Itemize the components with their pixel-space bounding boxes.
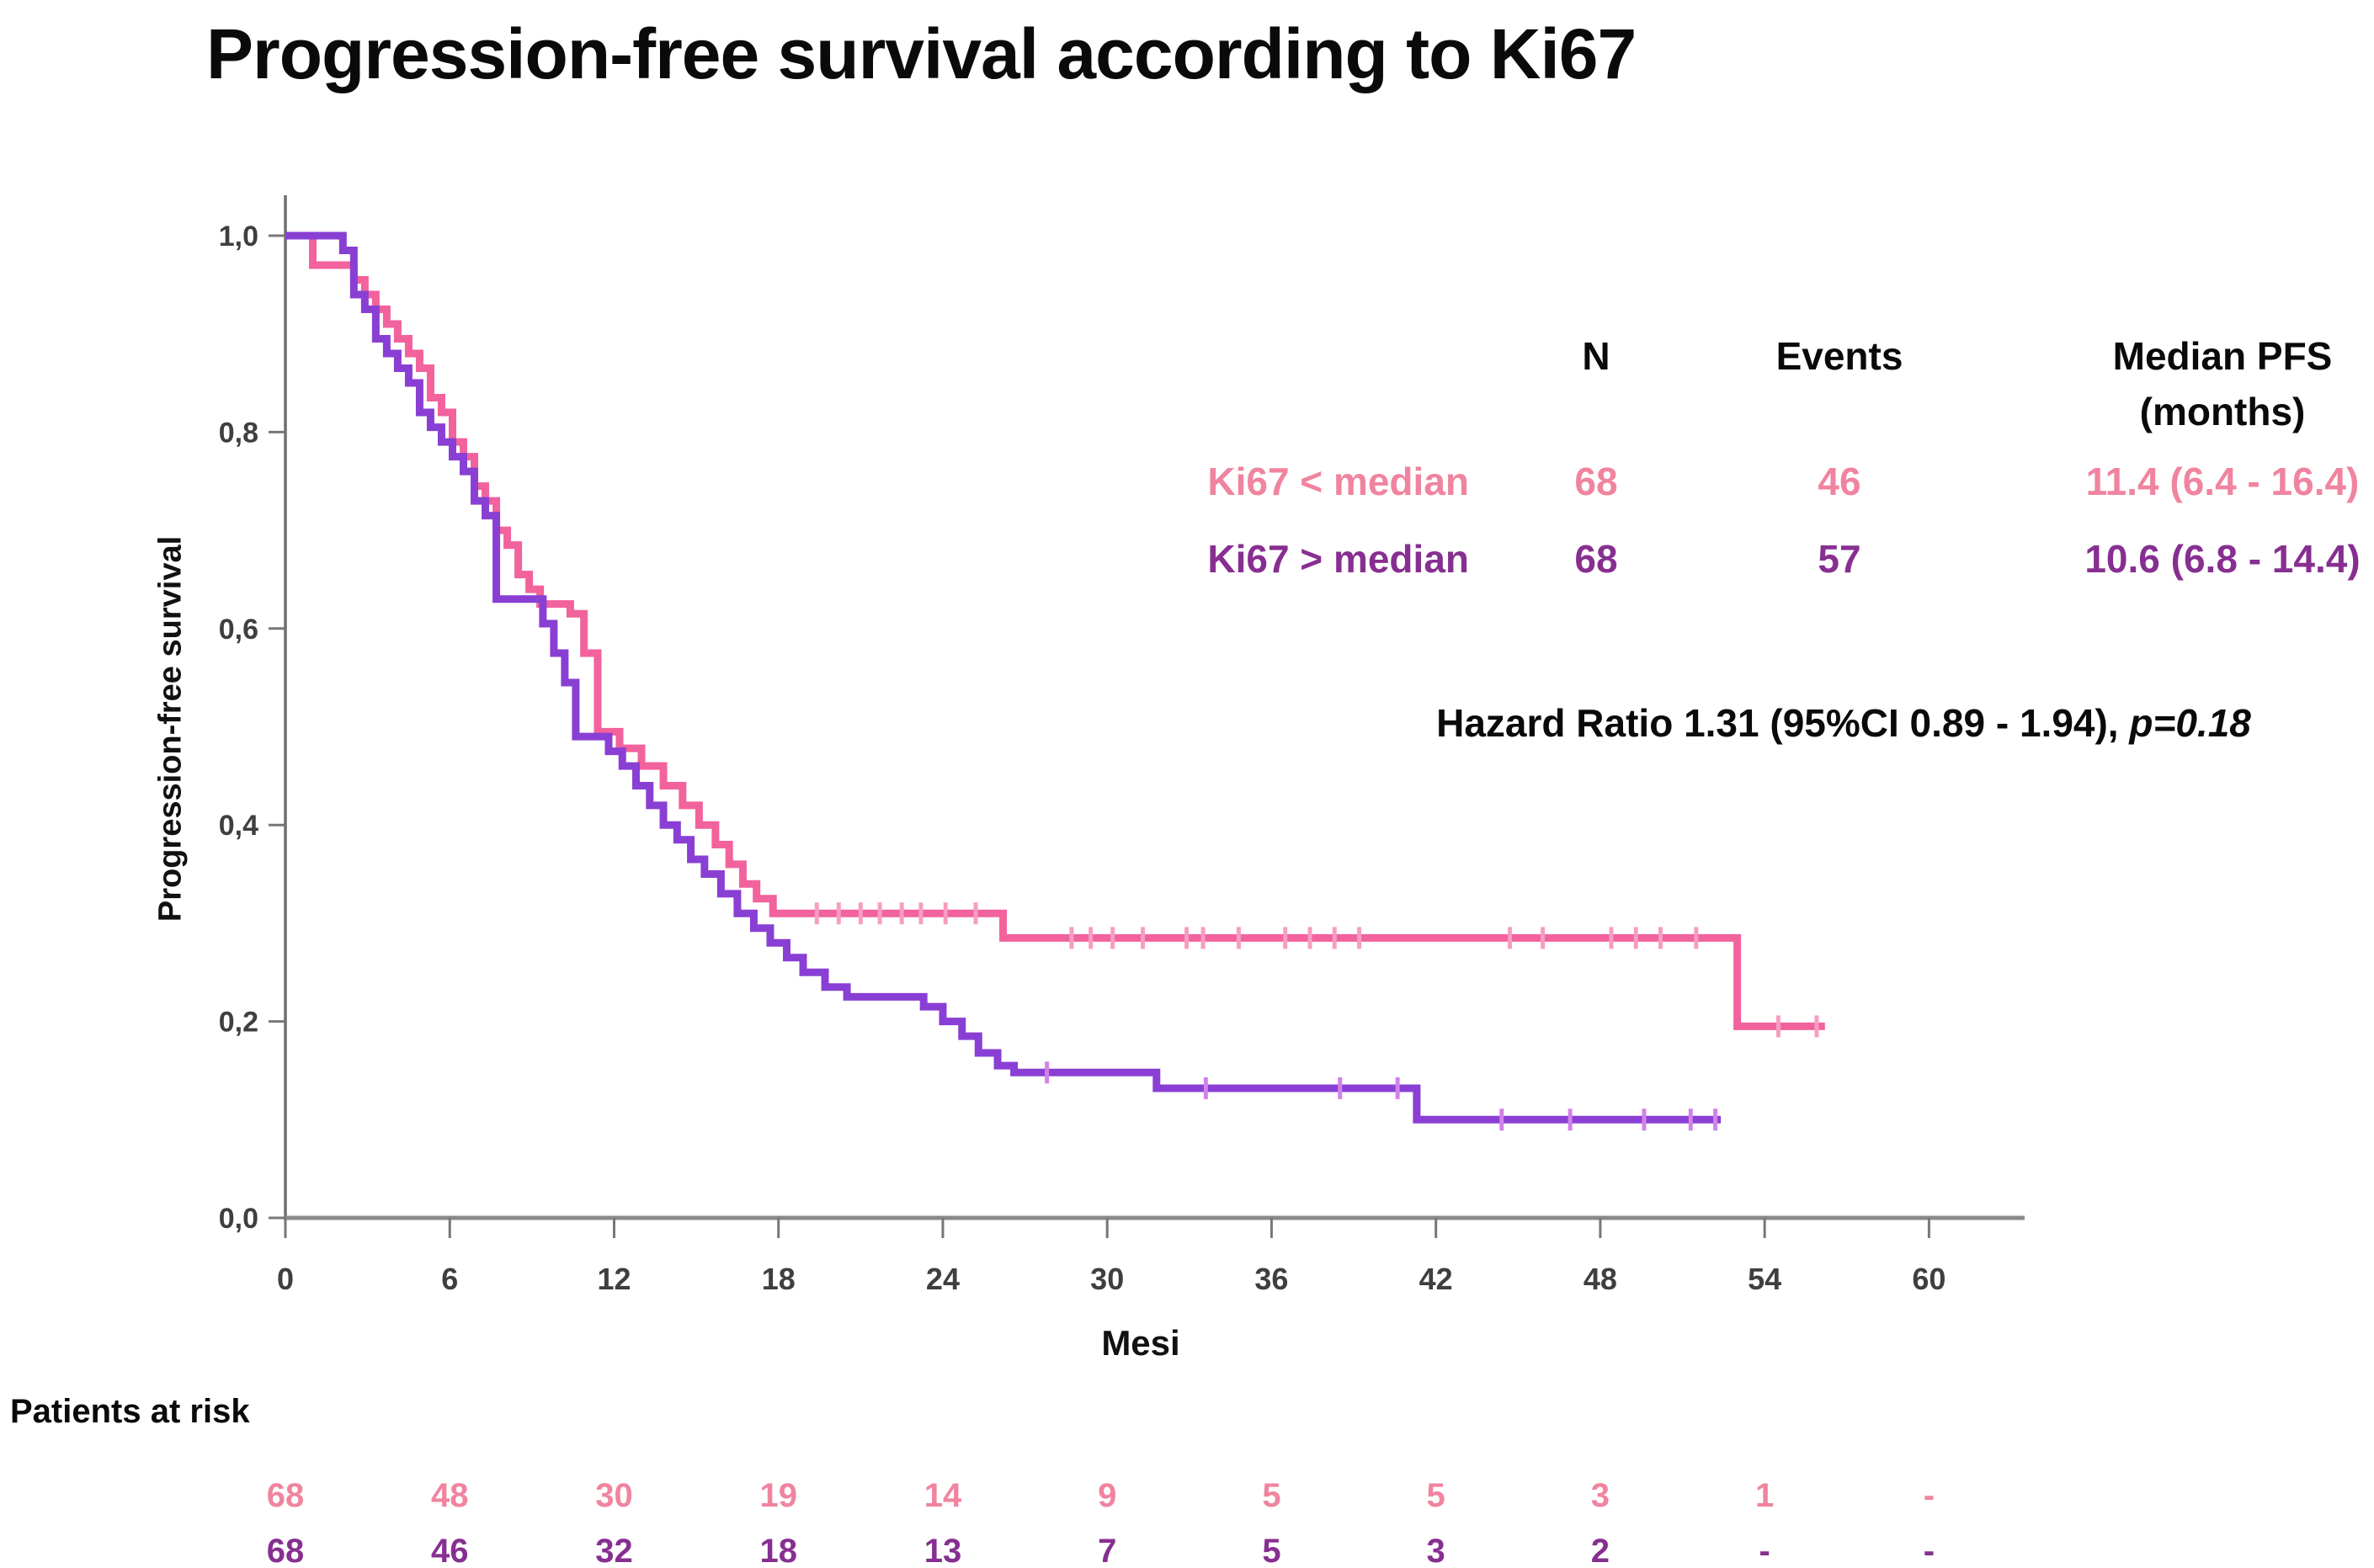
risk-value: 30	[595, 1477, 633, 1514]
patients-at-risk-label: Patients at risk	[10, 1393, 250, 1430]
risk-value: 46	[431, 1533, 469, 1568]
legend-header-n: N	[1582, 334, 1610, 378]
x-tick-label: 60	[1912, 1262, 1946, 1296]
legend-row-n: 68	[1574, 460, 1618, 503]
risk-value: 19	[759, 1477, 797, 1514]
y-tick-label: 0,2	[219, 1007, 258, 1039]
risk-value: -	[1759, 1533, 1770, 1568]
x-tick-label: 6	[441, 1262, 458, 1296]
legend-row-n: 68	[1574, 537, 1618, 581]
y-tick-label: 0,4	[219, 810, 258, 842]
risk-value: 18	[759, 1533, 797, 1568]
risk-value: 9	[1098, 1477, 1116, 1514]
legend-header-median-line2: (months)	[2139, 390, 2306, 433]
p-value-text: p=0.18	[2129, 701, 2251, 745]
legend-row-label-ki67-lt-median: Ki67 < median	[1207, 460, 1469, 503]
risk-value: 5	[1262, 1533, 1280, 1568]
x-tick-label: 12	[597, 1262, 631, 1296]
x-tick-label: 42	[1419, 1262, 1453, 1296]
y-tick-label: 0,0	[219, 1203, 258, 1235]
risk-value: 13	[924, 1533, 962, 1568]
risk-value: 32	[595, 1533, 633, 1568]
legend-row-median-pfs: 10.6 (6.8 - 14.4)	[2084, 537, 2361, 581]
legend-header-events: Events	[1775, 334, 1903, 378]
x-tick-label: 48	[1584, 1262, 1617, 1296]
x-tick-label: 30	[1090, 1262, 1124, 1296]
legend-header-median-line1: Median PFS	[2112, 334, 2333, 378]
risk-value: 2	[1591, 1533, 1610, 1568]
y-tick-label: 0,6	[219, 614, 258, 646]
x-axis-title: Mesi	[1101, 1323, 1180, 1363]
km-curve-ki67-lt-median	[285, 231, 1825, 1030]
legend-row-events: 46	[1818, 460, 1861, 503]
risk-value: 1	[1755, 1477, 1774, 1514]
risk-value: 7	[1098, 1533, 1116, 1568]
x-tick-label: 36	[1254, 1262, 1288, 1296]
risk-value: -	[1924, 1477, 1935, 1514]
risk-value: 48	[431, 1477, 469, 1514]
x-tick-label: 24	[926, 1262, 960, 1296]
x-tick-label: 0	[277, 1262, 294, 1296]
risk-value: 68	[267, 1533, 305, 1568]
x-tick-label: 18	[762, 1262, 796, 1296]
risk-value: 3	[1591, 1477, 1610, 1514]
legend-row-median-pfs: 11.4 (6.4 - 16.4)	[2085, 460, 2360, 503]
risk-value: 14	[924, 1477, 962, 1514]
page-title: Progression-free survival according to K…	[206, 14, 1637, 93]
hazard-ratio-annotation: Hazard Ratio 1.31 (95%CI 0.89 - 1.94), p…	[1381, 700, 2307, 746]
risk-value: -	[1924, 1533, 1935, 1568]
risk-value: 3	[1427, 1533, 1445, 1568]
legend-row-events: 57	[1818, 537, 1861, 581]
x-tick-label: 54	[1748, 1262, 1781, 1296]
legend-row-label-ki67-gt-median: Ki67 > median	[1207, 537, 1469, 581]
km-curve-ki67-gt-median	[285, 231, 1722, 1124]
risk-value: 5	[1262, 1477, 1280, 1514]
y-tick-label: 0,8	[219, 417, 258, 449]
risk-value: 5	[1427, 1477, 1445, 1514]
y-tick-label: 1,0	[219, 221, 258, 252]
hazard-ratio-text: Hazard Ratio 1.31 (95%CI 0.89 - 1.94),	[1436, 701, 2130, 745]
risk-value: 68	[267, 1477, 305, 1514]
